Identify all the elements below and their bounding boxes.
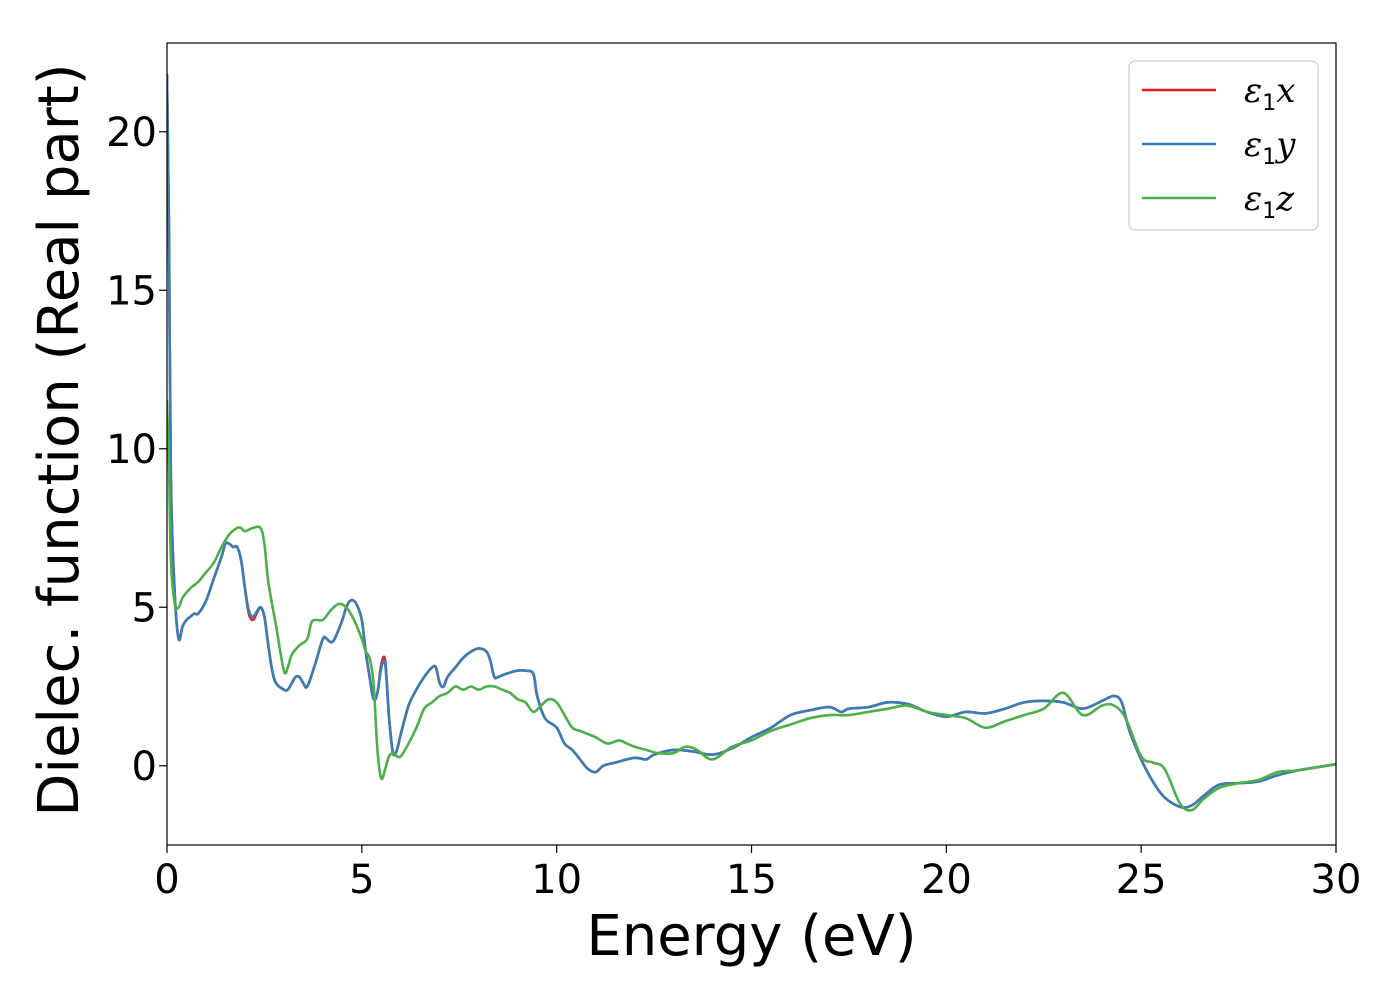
y-tick-label: 20: [106, 110, 157, 156]
legend-label-y: ε1y: [1244, 125, 1296, 170]
y-tick-label: 0: [132, 744, 157, 790]
legend-box: [1128, 60, 1319, 231]
legend-label-x: ε1x: [1244, 71, 1295, 116]
ticks-layer: 0 5 10 15 20 25 30 0 5 10 15 20: [106, 110, 1361, 903]
x-tick-label: 5: [349, 857, 374, 903]
x-axis-title: Energy (eV): [586, 904, 916, 969]
x-tick-label: 30: [1311, 857, 1362, 903]
legend: ε1x ε1y ε1z: [1128, 60, 1319, 231]
y-tick-label: 15: [106, 268, 157, 314]
series-layer: [167, 73, 1336, 812]
x-tick-label: 10: [531, 857, 582, 903]
x-tick-label: 0: [154, 857, 179, 903]
plot-frame: [166, 42, 1337, 846]
series-line-y: [167, 73, 1336, 809]
y-axis-title: Dielec. function (Real part): [27, 63, 92, 816]
x-tick-label: 20: [921, 857, 972, 903]
y-tick-label: 5: [132, 585, 157, 631]
x-tick-label: 25: [1116, 857, 1167, 903]
series-line-z: [167, 399, 1336, 812]
y-tick-label: 10: [106, 427, 157, 473]
legend-label-z: ε1z: [1244, 179, 1295, 224]
x-tick-label: 15: [726, 857, 777, 903]
